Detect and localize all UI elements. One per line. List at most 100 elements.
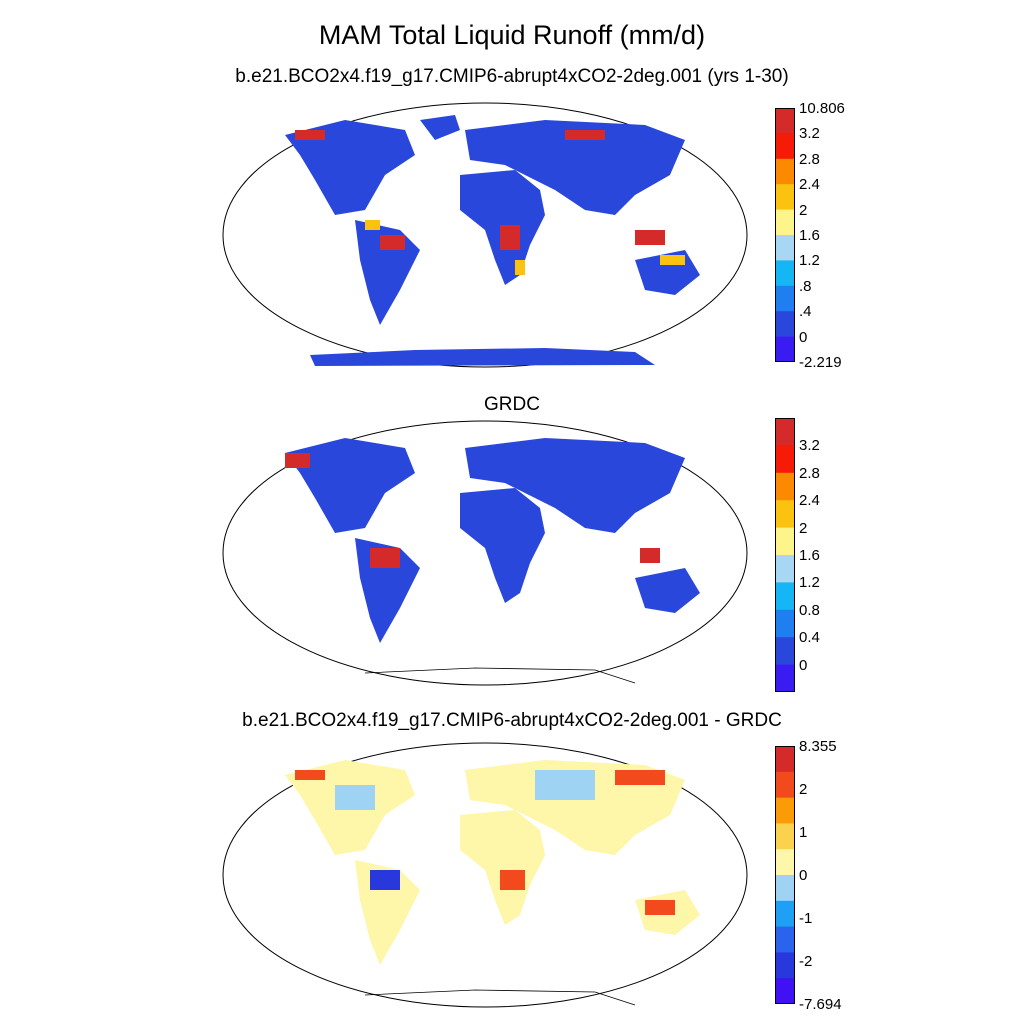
panel-title-grdc: GRDC xyxy=(484,394,540,415)
main-title: MAM Total Liquid Runoff (mm/d) xyxy=(318,20,706,50)
colorbar-swatch xyxy=(775,472,795,501)
positive-diff-2 xyxy=(295,770,325,780)
colorbar-swatch xyxy=(775,235,795,261)
colorbar-swatch xyxy=(775,500,795,529)
positive-diff-3 xyxy=(615,770,665,785)
mid-runoff-regions xyxy=(365,220,685,275)
slight-negative-2 xyxy=(535,770,595,800)
north-america xyxy=(285,438,415,533)
colorbar-tick-label: 1.2 xyxy=(799,252,820,270)
antarctica-outline xyxy=(364,667,636,684)
antarctica-outline xyxy=(364,989,636,1006)
colorbar-swatch xyxy=(775,746,795,773)
colorbar-swatch xyxy=(775,336,795,362)
colorbar-tick-label: 2 xyxy=(799,781,808,798)
colorbar-swatch xyxy=(775,184,795,211)
colorbar-swatch xyxy=(775,133,795,160)
colorbar-tick-label: .4 xyxy=(799,303,812,321)
colorbar-grdc xyxy=(775,418,795,692)
colorbar-tick-label: 1.6 xyxy=(799,547,820,564)
colorbar-swatch xyxy=(775,555,795,583)
colorbar-tick-label: -1 xyxy=(799,910,813,927)
colorbar-swatch xyxy=(775,664,795,692)
negative-diff-regions xyxy=(370,870,400,890)
colorbar-diff xyxy=(775,746,795,1004)
colorbar-grdc-svg xyxy=(775,418,795,692)
colorbar-swatch xyxy=(775,108,795,134)
colorbar-tick-label: 3.2 xyxy=(799,437,820,455)
colorbar-tick-label: 0 xyxy=(799,328,808,346)
colorbar-swatch xyxy=(775,771,795,799)
colorbar-swatch xyxy=(775,797,795,824)
map-model-svg xyxy=(222,102,748,368)
map-grdc-svg xyxy=(222,420,748,686)
map-diff-svg xyxy=(222,742,748,1008)
map-model xyxy=(215,100,755,370)
colorbar-model-svg xyxy=(775,108,795,362)
mid-runoff-3 xyxy=(660,255,685,265)
colorbar-swatch xyxy=(775,637,795,666)
negative-diff-1 xyxy=(370,870,400,890)
congo-high xyxy=(500,225,520,250)
colorbar-swatch xyxy=(775,285,795,312)
colorbar-tick-label: 1 xyxy=(799,824,808,841)
high-runoff-1 xyxy=(370,548,400,568)
colorbar-tick-label: 2 xyxy=(799,201,808,219)
colorbar-tick-label: 0.4 xyxy=(799,629,820,647)
colorbar-tick-label: -2 xyxy=(799,953,813,970)
siberia-high xyxy=(565,130,605,140)
colorbar-tick-label: 2.8 xyxy=(799,150,820,168)
colorbar-tick-label: 2.4 xyxy=(799,492,820,510)
eurasia xyxy=(465,120,685,215)
colorbar-tick-label: 1.6 xyxy=(799,227,820,244)
colorbar-tick-label: 0 xyxy=(799,867,808,884)
colorbar-swatch xyxy=(775,158,795,185)
colorbar-swatch xyxy=(775,900,795,928)
colorbar-tick-label: 2 xyxy=(799,519,808,537)
slight-negative-1 xyxy=(335,785,375,810)
colorbar-swatch xyxy=(775,952,795,979)
colorbar-swatch xyxy=(775,609,795,638)
colorbar-model xyxy=(775,108,795,362)
colorbar-tick-label: 10.806 xyxy=(799,100,845,117)
colorbar-tick-label: -7.694 xyxy=(799,996,842,1013)
map-grdc xyxy=(215,418,755,688)
colorbar-swatch xyxy=(775,445,795,474)
colorbar-tick-label: .8 xyxy=(799,277,812,295)
high-runoff-regions xyxy=(295,130,665,250)
high-runoff-2 xyxy=(285,453,310,468)
slight-negative-regions xyxy=(335,770,595,810)
colorbar-tick-label: 0 xyxy=(799,656,808,674)
colorbar-tick-label: 3.2 xyxy=(799,125,820,143)
panel-title-model: b.e21.BCO2x4.f19_g17.CMIP6-abrupt4xCO2-2… xyxy=(235,66,789,87)
colorbar-swatch xyxy=(775,311,795,338)
amazon-high xyxy=(380,235,405,250)
antarctica xyxy=(310,348,655,366)
colorbar-swatch xyxy=(775,978,795,1004)
eurasia xyxy=(465,438,685,533)
colorbar-swatch xyxy=(775,418,795,446)
colorbar-tick-label: 0.8 xyxy=(799,601,820,619)
positive-diff-1 xyxy=(500,870,525,890)
positive-diff-4 xyxy=(645,900,675,915)
colorbar-swatch xyxy=(775,926,795,953)
colorbar-tick-label: 1.2 xyxy=(799,574,820,592)
mid-runoff-2 xyxy=(515,260,525,275)
colorbar-tick-label: 2.8 xyxy=(799,464,820,482)
mid-runoff-1 xyxy=(365,220,380,230)
colorbar-tick-label: 8.355 xyxy=(799,738,837,755)
north-america xyxy=(285,120,415,215)
australia xyxy=(635,568,700,613)
colorbar-swatch xyxy=(775,875,795,902)
high-runoff-3 xyxy=(640,548,660,563)
high-runoff-regions xyxy=(285,453,660,568)
alaska-high xyxy=(295,130,325,140)
panel-title-diff: b.e21.BCO2x4.f19_g17.CMIP6-abrupt4xCO2-2… xyxy=(242,710,782,731)
greenland xyxy=(420,115,460,140)
map-diff xyxy=(215,740,755,1010)
colorbar-swatch xyxy=(775,260,795,287)
colorbar-tick-label: 2.4 xyxy=(799,176,820,194)
colorbar-tick-label: -2.219 xyxy=(799,354,842,371)
positive-diff-regions xyxy=(295,770,675,915)
colorbar-swatch xyxy=(775,582,795,611)
